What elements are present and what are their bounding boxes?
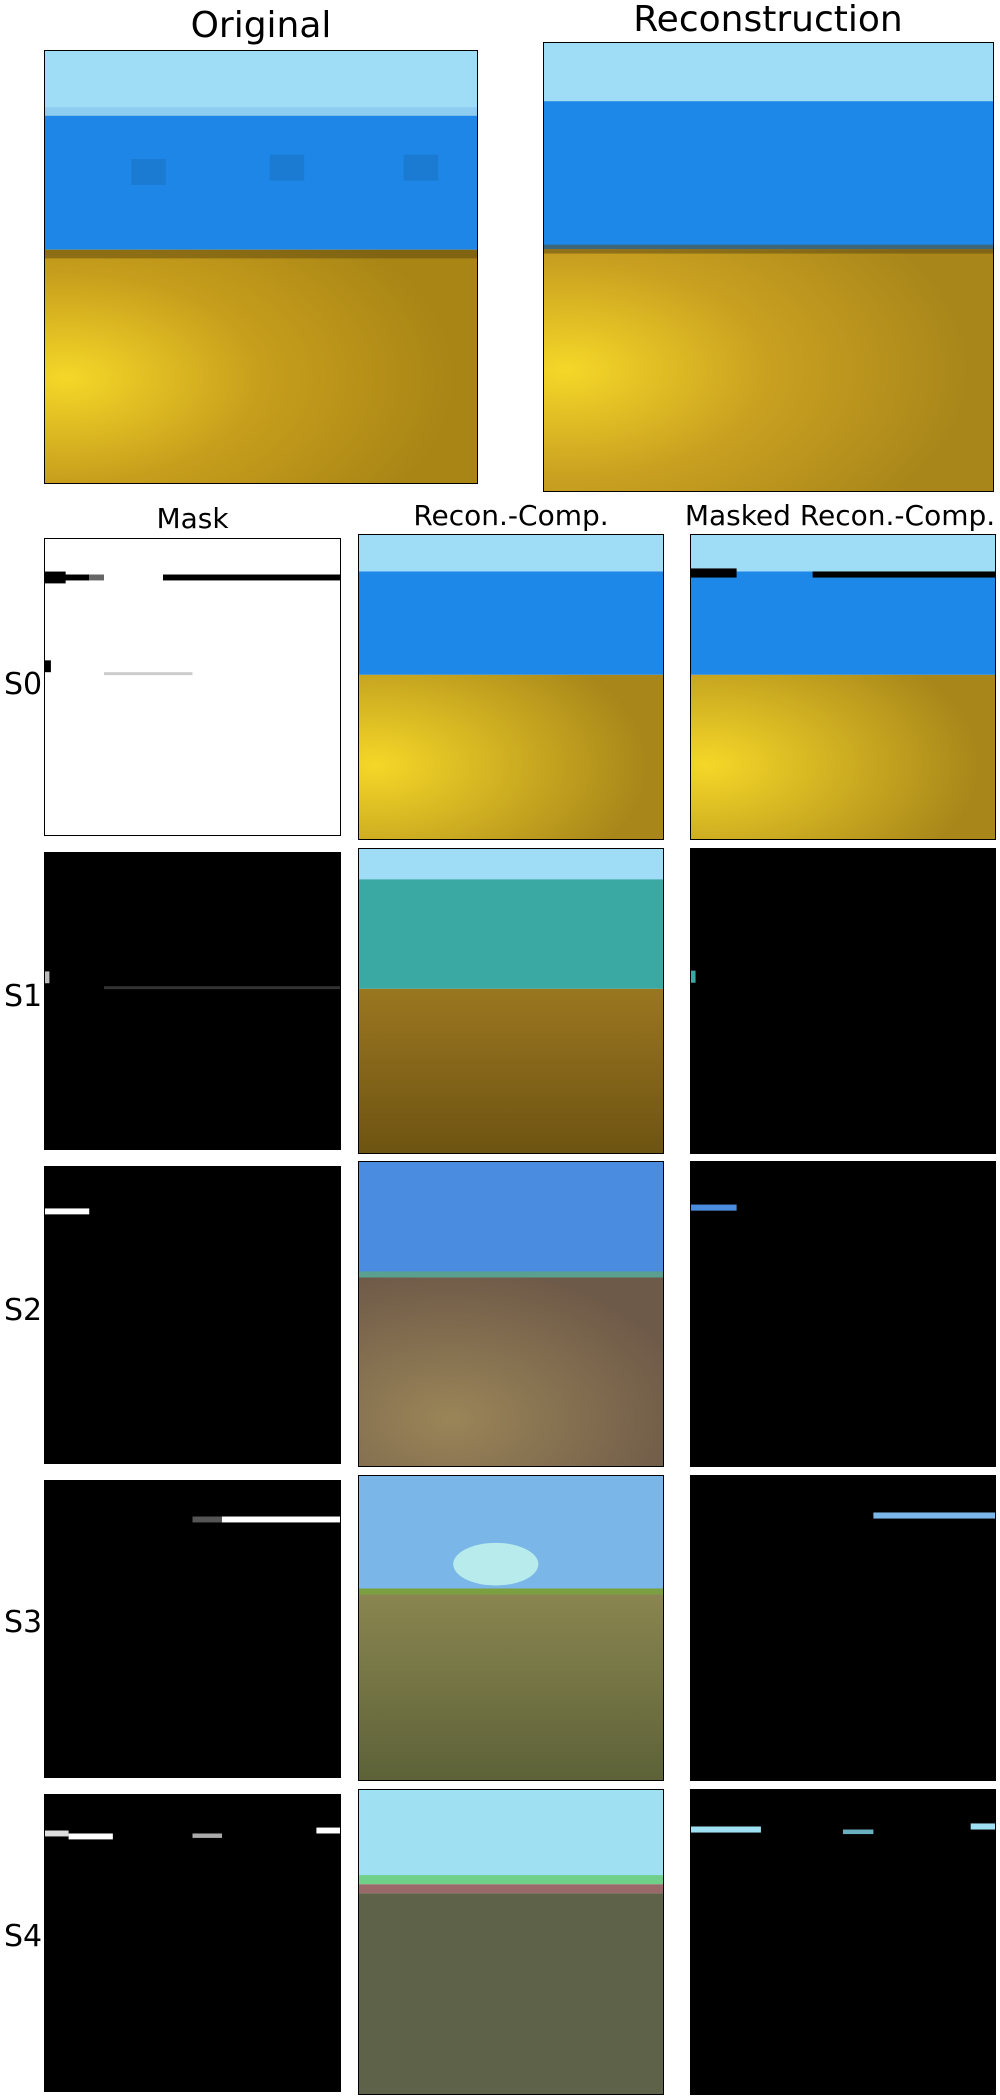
s1-masked-recon-comp [691,849,995,1153]
s4-masked-recon-comp-panel [690,1789,996,2095]
s3-mask [45,1481,340,1777]
s1-recon-comp [359,849,663,1153]
recon-comp-column-title: Recon.-Comp. [413,499,609,532]
s2-mask-panel [44,1166,341,1464]
s1-mask-panel [44,852,341,1150]
s3-mask-panel [44,1480,341,1778]
row-label-s0: S0 [4,667,43,702]
s1-recon-comp-panel [358,848,664,1154]
s4-masked-recon-comp [691,1790,995,2094]
reconstruction-image [544,43,993,491]
row-label-s2: S2 [4,1293,43,1328]
s0-masked-recon-comp [691,535,995,839]
s4-recon-comp [359,1790,663,2094]
s0-mask-panel [44,538,341,836]
reconstruction-title: Reconstruction [633,0,903,40]
mask-column-title: Mask [156,502,229,535]
s4-mask-panel [44,1794,341,2092]
s3-recon-comp-panel [358,1475,664,1781]
original-image-panel [44,50,478,484]
s1-mask [45,853,340,1149]
s0-mask [45,539,340,835]
s4-mask [45,1795,340,2091]
s1-masked-recon-comp-panel [690,848,996,1154]
s2-masked-recon-comp-panel [690,1161,996,1467]
s3-masked-recon-comp [691,1476,995,1780]
s2-mask [45,1167,340,1463]
masked-recon-comp-column-title: Masked Recon.-Comp. [684,499,996,532]
s2-recon-comp-panel [358,1161,664,1467]
s0-recon-comp-panel [358,534,664,840]
row-label-s3: S3 [4,1605,43,1640]
s4-recon-comp-panel [358,1789,664,2095]
s2-masked-recon-comp [691,1162,995,1466]
reconstruction-image-panel [543,42,994,492]
s3-recon-comp [359,1476,663,1780]
s3-masked-recon-comp-panel [690,1475,996,1781]
row-label-s4: S4 [4,1919,43,1954]
s2-recon-comp [359,1162,663,1466]
row-label-s1: S1 [4,979,43,1014]
s0-masked-recon-comp-panel [690,534,996,840]
s0-recon-comp [359,535,663,839]
original-title: Original [190,5,332,46]
original-image [45,51,477,483]
